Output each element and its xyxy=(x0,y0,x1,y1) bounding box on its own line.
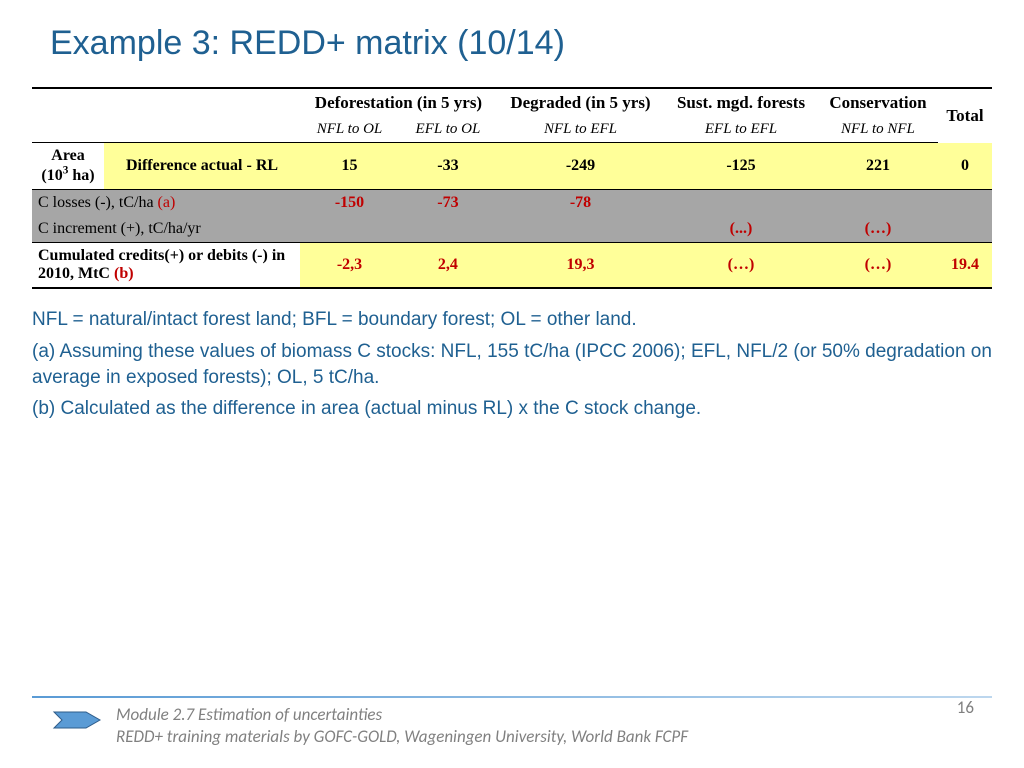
closs-v4 xyxy=(818,190,938,217)
diff-v2: -249 xyxy=(497,143,664,190)
row-c-increment: C increment (+), tC/ha/yr (...) (…) xyxy=(32,216,992,243)
sub-nfl-ol: NFL to OL xyxy=(300,117,399,143)
closs-label: C losses (-), tC/ha (a) xyxy=(32,190,300,217)
cinc-v2 xyxy=(497,216,664,243)
diff-v3: -125 xyxy=(664,143,818,190)
closs-v2: -78 xyxy=(497,190,664,217)
note-legend: NFL = natural/intact forest land; BFL = … xyxy=(32,307,992,333)
closs-v3 xyxy=(664,190,818,217)
footer-line1: Module 2.7 Estimation of uncertainties xyxy=(116,704,688,726)
cred-v3: (…) xyxy=(664,243,818,289)
page-number: 16 xyxy=(957,697,974,718)
cinc-label: C increment (+), tC/ha/yr xyxy=(32,216,300,243)
notes-block: NFL = natural/intact forest land; BFL = … xyxy=(32,307,992,422)
redd-matrix-table: Deforestation (in 5 yrs) Degraded (in 5 … xyxy=(32,87,992,289)
cinc-v5 xyxy=(938,216,992,243)
area-label: Area (103 ha) xyxy=(32,143,104,190)
cinc-v0 xyxy=(300,216,399,243)
header-sub-row: NFL to OL EFL to OL NFL to EFL EFL to EF… xyxy=(32,117,992,143)
header-group-row: Deforestation (in 5 yrs) Degraded (in 5 … xyxy=(32,88,992,117)
diff-label: Difference actual - RL xyxy=(104,143,300,190)
cinc-v1 xyxy=(399,216,497,243)
closs-v1: -73 xyxy=(399,190,497,217)
footer-text: Module 2.7 Estimation of uncertainties R… xyxy=(116,704,688,748)
note-a: (a) Assuming these values of biomass C s… xyxy=(32,339,992,390)
row-c-losses: C losses (-), tC/ha (a) -150 -73 -78 xyxy=(32,190,992,217)
sub-nfl-efl: NFL to EFL xyxy=(497,117,664,143)
col-conservation: Conservation xyxy=(818,88,938,117)
row-cumulated-credits: Cumulated credits(+) or debits (-) in 20… xyxy=(32,243,992,289)
diff-v1: -33 xyxy=(399,143,497,190)
row-difference: Area (103 ha) Difference actual - RL 15 … xyxy=(32,143,992,190)
col-degraded: Degraded (in 5 yrs) xyxy=(497,88,664,117)
footer-divider xyxy=(32,696,992,698)
cred-v5: 19.4 xyxy=(938,243,992,289)
diff-v4: 221 xyxy=(818,143,938,190)
sub-efl-efl: EFL to EFL xyxy=(664,117,818,143)
closs-v0: -150 xyxy=(300,190,399,217)
slide-title: Example 3: REDD+ matrix (10/14) xyxy=(0,0,1024,63)
cred-v4: (…) xyxy=(818,243,938,289)
cred-label: Cumulated credits(+) or debits (-) in 20… xyxy=(32,243,300,289)
arrow-icon xyxy=(52,708,102,732)
sub-nfl-nfl: NFL to NFL xyxy=(818,117,938,143)
col-total: Total xyxy=(938,88,992,143)
closs-v5 xyxy=(938,190,992,217)
note-b: (b) Calculated as the difference in area… xyxy=(32,396,992,422)
footer-line2: REDD+ training materials by GOFC-GOLD, W… xyxy=(116,726,688,748)
col-sustmgd: Sust. mgd. forests xyxy=(664,88,818,117)
col-deforestation: Deforestation (in 5 yrs) xyxy=(300,88,497,117)
cinc-v3: (...) xyxy=(664,216,818,243)
diff-v0: 15 xyxy=(300,143,399,190)
cred-v0: -2,3 xyxy=(300,243,399,289)
cred-v1: 2,4 xyxy=(399,243,497,289)
diff-v5: 0 xyxy=(938,143,992,190)
sub-efl-ol: EFL to OL xyxy=(399,117,497,143)
slide-footer: Module 2.7 Estimation of uncertainties R… xyxy=(32,696,992,748)
cinc-v4: (…) xyxy=(818,216,938,243)
cred-v2: 19,3 xyxy=(497,243,664,289)
